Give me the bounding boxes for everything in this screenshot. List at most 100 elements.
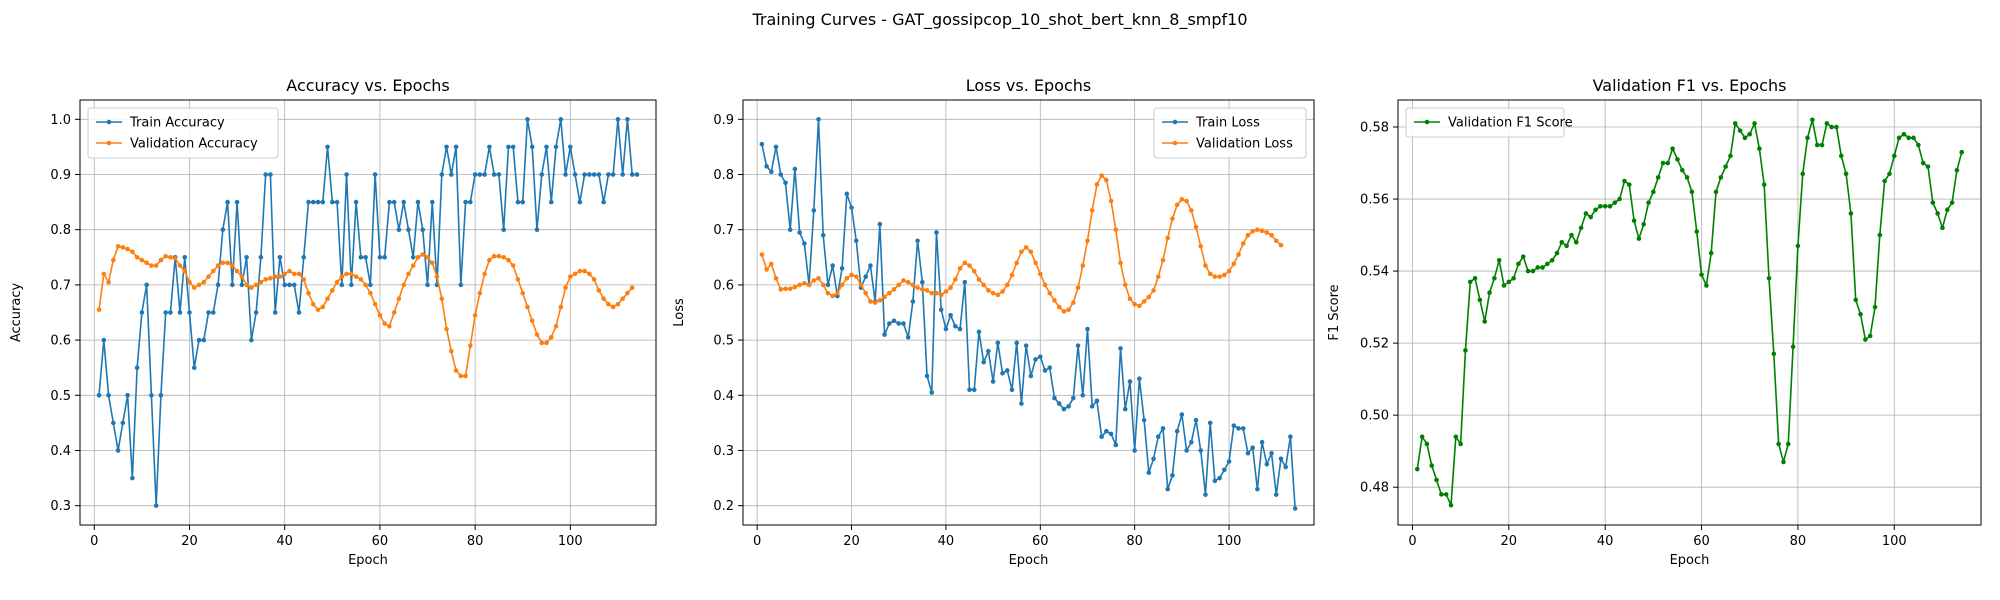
- data-point: [1037, 271, 1043, 277]
- data-point: [239, 274, 245, 279]
- data-point: [1033, 357, 1038, 362]
- data-point: [1113, 442, 1119, 448]
- data-point: [1554, 250, 1560, 256]
- data-point: [301, 255, 307, 260]
- data-point: [358, 277, 364, 282]
- data-point: [606, 301, 611, 307]
- data-point: [1269, 232, 1274, 238]
- data-point: [1540, 265, 1545, 270]
- data-point: [325, 144, 330, 150]
- data-point: [301, 277, 307, 282]
- data-point: [234, 199, 240, 205]
- data-point: [877, 298, 883, 303]
- data-point: [1487, 290, 1492, 295]
- data-point: [1236, 252, 1241, 257]
- data-point: [563, 172, 568, 177]
- data-point: [759, 141, 765, 147]
- data-point: [1877, 232, 1883, 238]
- plot-frame: [79, 99, 657, 526]
- data-point: [339, 274, 345, 279]
- legend: Train Accuracy Validation Accuracy: [87, 107, 279, 159]
- data-point: [1607, 203, 1613, 209]
- data-point: [634, 172, 640, 177]
- data-point: [187, 310, 192, 315]
- data-point: [1292, 506, 1298, 511]
- data-point: [1506, 279, 1512, 285]
- data-point: [759, 252, 765, 257]
- data-point: [1056, 304, 1062, 310]
- data-point: [1089, 208, 1095, 213]
- data-point: [1288, 434, 1293, 439]
- data-point: [315, 307, 321, 313]
- data-point: [468, 199, 473, 205]
- data-point: [263, 172, 268, 177]
- data-point: [1472, 275, 1478, 281]
- data-point: [872, 300, 878, 305]
- data-point: [1023, 343, 1029, 348]
- data-point: [510, 263, 516, 268]
- data-point: [915, 238, 920, 244]
- data-point: [349, 282, 354, 288]
- data-point: [558, 304, 564, 310]
- data-point: [496, 253, 502, 259]
- data-point: [1269, 450, 1274, 456]
- data-point: [415, 255, 421, 260]
- data-point: [1108, 198, 1114, 204]
- data-point: [253, 310, 259, 315]
- data-point: [534, 227, 540, 233]
- data-point: [1009, 272, 1015, 278]
- data-point: [1834, 124, 1839, 130]
- legend: Validation F1 Score: [1405, 107, 1573, 138]
- data-point: [811, 208, 817, 213]
- data-point: [282, 271, 287, 277]
- data-point: [134, 365, 140, 370]
- data-point: [406, 227, 411, 233]
- data-point: [158, 392, 164, 398]
- data-point: [1453, 434, 1459, 440]
- data-point: [401, 199, 407, 205]
- data-point: [487, 257, 492, 263]
- data-point: [577, 268, 583, 274]
- data-point: [410, 263, 416, 268]
- data-point: [429, 260, 435, 266]
- data-point: [425, 255, 430, 260]
- data-point: [591, 277, 597, 282]
- data-point: [1516, 261, 1521, 267]
- data-point: [225, 260, 230, 266]
- data-point: [315, 199, 321, 205]
- data-point: [153, 503, 159, 508]
- x-tick-label: 40: [938, 534, 955, 549]
- x-tick-label: 80: [1790, 534, 1807, 549]
- data-point: [463, 199, 468, 205]
- data-point: [1004, 282, 1010, 288]
- data-point: [1132, 448, 1137, 453]
- x-tick-label: 40: [1597, 534, 1614, 549]
- data-point: [820, 232, 826, 238]
- data-point: [1419, 434, 1425, 440]
- data-point: [1853, 297, 1859, 303]
- data-point: [778, 287, 784, 292]
- data-point: [1155, 434, 1161, 439]
- data-point: [182, 268, 188, 274]
- data-point: [1245, 450, 1251, 456]
- data-point: [1278, 456, 1284, 462]
- data-point: [1198, 448, 1204, 453]
- data-point: [1781, 459, 1786, 465]
- data-point: [830, 263, 835, 268]
- data-point: [1108, 431, 1114, 437]
- legend-box: [87, 107, 279, 159]
- chart-2: 0 20 40 60 80 100 0.2 0.3 0.4 0.5 0.6 0.7 0.8 0.9 Loss…: [672, 76, 1315, 568]
- data-point: [1283, 464, 1288, 470]
- data-point: [1636, 236, 1642, 241]
- data-point: [1217, 274, 1222, 279]
- data-point: [938, 307, 944, 313]
- data-point: [548, 199, 554, 205]
- x-tick-label: 60: [1032, 534, 1049, 549]
- data-point: [1104, 177, 1109, 183]
- data-point: [1240, 241, 1246, 246]
- data-point: [1829, 124, 1834, 130]
- data-point: [1066, 404, 1071, 409]
- data-point: [1689, 189, 1695, 195]
- data-point: [111, 420, 116, 426]
- data-point: [339, 282, 345, 288]
